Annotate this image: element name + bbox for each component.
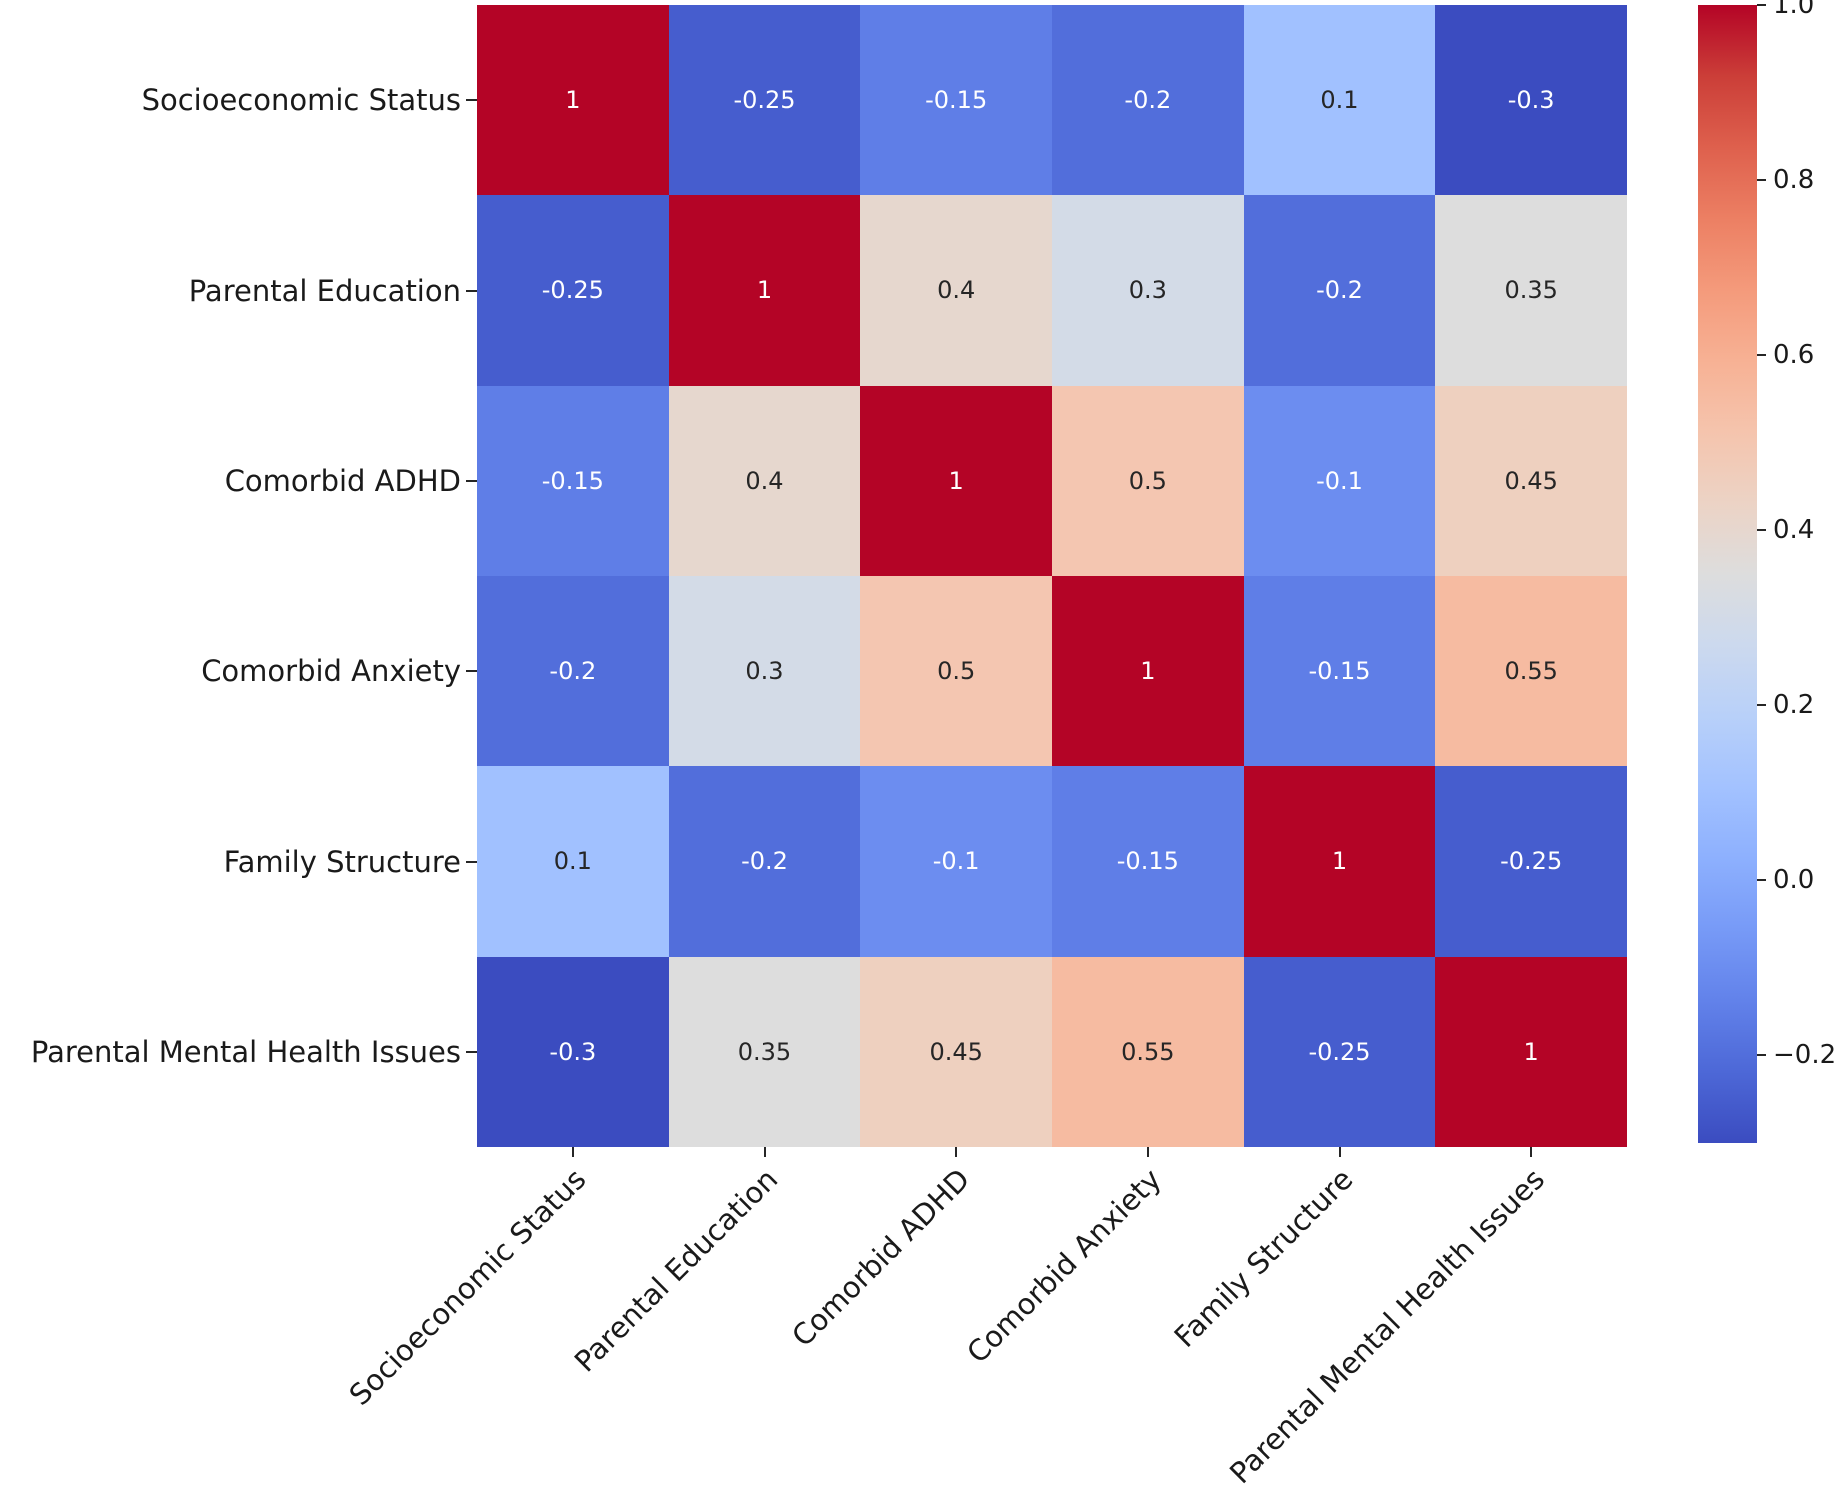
heatmap-cell: 1 — [1243, 766, 1436, 957]
heatmap-cell: 0.35 — [668, 956, 861, 1147]
heatmap-cell: -0.2 — [1243, 195, 1436, 386]
heatmap-cell: -0.25 — [1435, 766, 1627, 957]
heatmap-cell: 0.5 — [860, 575, 1052, 767]
x-axis-label: Comorbid ADHD — [785, 1162, 977, 1354]
heatmap-cell: -0.15 — [860, 5, 1052, 196]
y-axis-label: Family Structure — [223, 844, 461, 879]
heatmap-cell: -0.15 — [477, 385, 669, 576]
heatmap-cell: 0.35 — [1435, 195, 1627, 386]
colorbar-tick-label: 0.2 — [1773, 690, 1815, 721]
y-axis-label: Comorbid ADHD — [224, 463, 461, 498]
heatmap-cell: -0.2 — [477, 575, 669, 767]
y-axis-label: Parental Mental Health Issues — [30, 1034, 461, 1069]
heatmap-cell: 0.45 — [860, 956, 1052, 1147]
x-axis-label: Parental Mental Health Issues — [1223, 1162, 1552, 1491]
heatmap-cell: 0.3 — [668, 575, 861, 767]
heatmap-cell: 1 — [860, 385, 1052, 576]
x-tick — [1338, 1147, 1341, 1157]
y-axis-label: Comorbid Anxiety — [201, 654, 461, 689]
heatmap-cell: -0.2 — [668, 766, 861, 957]
heatmap-cell: 0.45 — [1435, 385, 1627, 576]
heatmap-cell: 0.4 — [668, 385, 861, 576]
x-axis-label: Family Structure — [1167, 1162, 1360, 1354]
colorbar-tick — [1757, 4, 1766, 6]
colorbar-tick — [1757, 529, 1766, 532]
y-tick — [466, 289, 477, 292]
colorbar-tick — [1757, 179, 1766, 182]
y-tick — [466, 860, 477, 863]
y-axis-label: Parental Education — [188, 273, 461, 308]
colorbar-tick — [1757, 879, 1766, 882]
x-tick — [571, 1147, 574, 1157]
x-tick — [955, 1147, 958, 1157]
heatmap-cell: 0.55 — [1435, 575, 1627, 767]
x-tick — [1530, 1147, 1533, 1157]
x-axis-label: Parental Education — [567, 1162, 785, 1379]
heatmap-cell: 0.1 — [1243, 5, 1436, 196]
x-axis-label: Comorbid Anxiety — [960, 1162, 1168, 1370]
heatmap-cell: -0.2 — [1052, 5, 1244, 196]
colorbar-tick-label: 0.8 — [1773, 165, 1815, 196]
colorbar — [1698, 5, 1757, 1143]
heatmap-cell: -0.3 — [1435, 5, 1627, 196]
colorbar-tick-label: −0.2 — [1773, 1040, 1837, 1071]
colorbar-tick-label: 1.0 — [1773, 0, 1815, 20]
heatmap-cell: 1 — [1052, 575, 1244, 767]
heatmap-cell: -0.3 — [477, 956, 669, 1147]
y-tick — [466, 670, 477, 673]
colorbar-tick-label: 0.0 — [1773, 865, 1815, 896]
heatmap-grid: 1 -0.25 -0.15 -0.2 0.1 -0.3 -0.25 1 0.4 0.3 -0.2 0.… — [477, 5, 1627, 1147]
colorbar-tick — [1757, 1054, 1766, 1057]
heatmap-cell: 0.4 — [860, 195, 1052, 386]
y-axis-label: Socioeconomic Status — [141, 83, 461, 118]
x-tick — [763, 1147, 766, 1157]
heatmap-cell: -0.1 — [1243, 385, 1436, 576]
heatmap-cell: 0.55 — [1052, 956, 1244, 1147]
heatmap-cell: -0.25 — [477, 195, 669, 386]
heatmap-cell: 0.1 — [477, 766, 669, 957]
heatmap-cell: 0.5 — [1052, 385, 1244, 576]
y-tick — [466, 479, 477, 482]
colorbar-tick-label: 0.4 — [1773, 515, 1815, 546]
heatmap-cell: -0.15 — [1243, 575, 1436, 767]
heatmap-cell: -0.15 — [1052, 766, 1244, 957]
heatmap-cell: 1 — [477, 5, 669, 196]
x-tick — [1146, 1147, 1149, 1157]
heatmap-cell: 0.3 — [1052, 195, 1244, 386]
heatmap-cell: -0.1 — [860, 766, 1052, 957]
heatmap-cell: 1 — [668, 195, 861, 386]
heatmap-cell: -0.25 — [668, 5, 861, 196]
y-tick — [466, 99, 477, 102]
heatmap-cell: 1 — [1435, 956, 1627, 1147]
colorbar-tick — [1757, 354, 1766, 357]
y-tick — [466, 1050, 477, 1053]
colorbar-tick — [1757, 704, 1766, 707]
heatmap-cell: -0.25 — [1243, 956, 1436, 1147]
x-axis-label: Socioeconomic Status — [342, 1162, 593, 1412]
colorbar-tick-label: 0.6 — [1773, 340, 1815, 371]
